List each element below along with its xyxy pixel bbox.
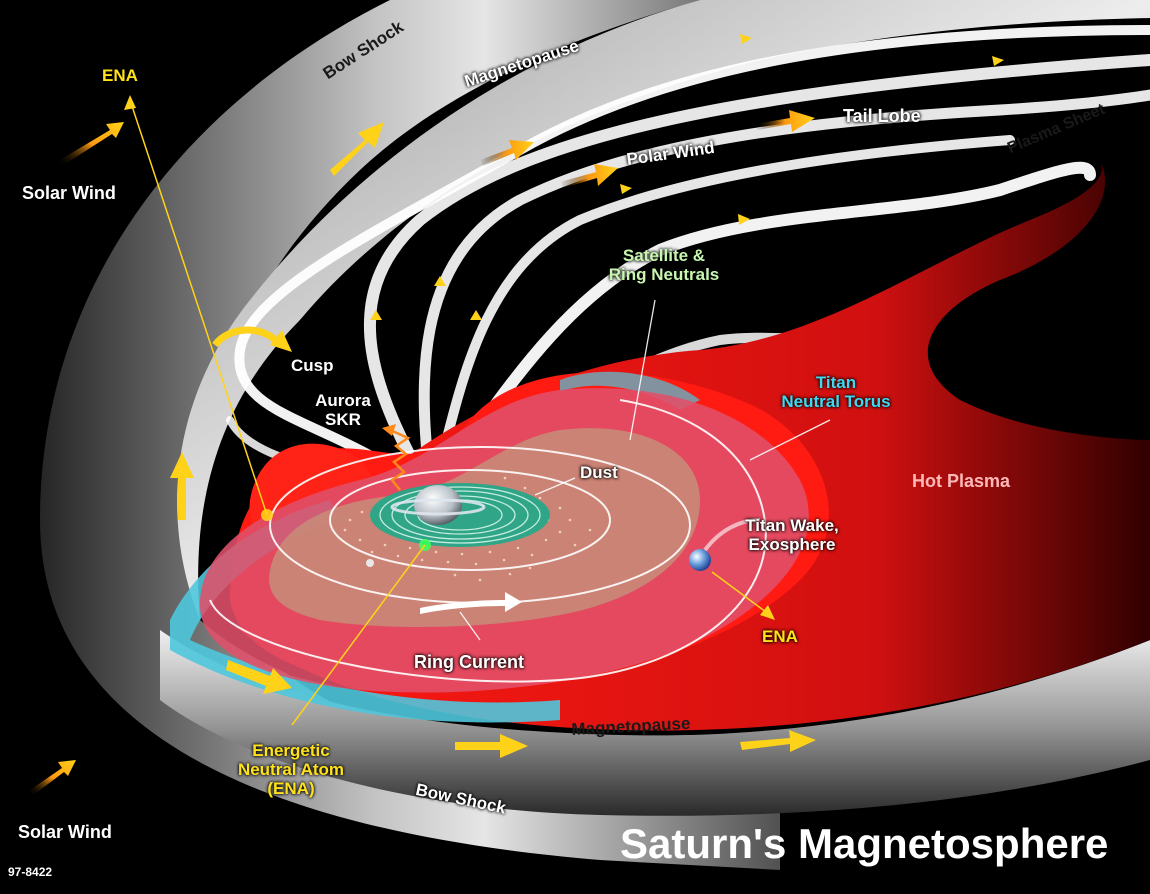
saturn-rings-outer <box>370 483 550 547</box>
field-flow-chevrons <box>370 34 1004 320</box>
saturn-ring-band <box>390 498 486 516</box>
ring-current-label: Ring Current <box>414 652 524 672</box>
magnetopause-surface <box>177 0 1150 640</box>
satellite-ring-neutrals-label: Satellite & Ring Neutrals <box>596 246 732 284</box>
skr-label: SKR <box>325 410 361 430</box>
energetic-line-3: (ENA) <box>267 779 315 799</box>
energetic-line-1: Energetic <box>252 741 330 760</box>
solar-wind-label-bottom: Solar Wind <box>18 822 112 842</box>
ena-label-right: ENA <box>762 627 798 646</box>
solar-wind-arrows <box>30 122 124 796</box>
pointer-lines <box>459 299 831 641</box>
ena-rays <box>129 99 771 726</box>
energetic-neutral-atom-label: Energetic Neutral Atom (ENA) <box>225 741 357 798</box>
titan-wake-line-2: Exosphere <box>748 535 836 555</box>
tail-lobe-label: Tail Lobe <box>843 106 921 126</box>
figure-id: 97-8422 <box>8 865 53 879</box>
titan-wake-label: Titan Wake, Exosphere <box>727 516 857 554</box>
sheath-flow-arrows <box>170 122 816 758</box>
titan-neutral-torus-label: Titan Neutral Torus <box>763 373 909 411</box>
aurora-skr-label: Aurora SKR <box>313 391 373 429</box>
energetic-line-2: Neutral Atom <box>237 760 345 780</box>
solar-wind-label-top: Solar Wind <box>22 183 116 203</box>
titan-wake <box>703 518 761 552</box>
ena-label-top: ENA <box>102 66 138 85</box>
ena-ray-head-right <box>760 605 775 620</box>
saturn-planet <box>414 485 462 525</box>
magnetopause-bottom-band <box>160 630 1150 816</box>
titan-moon <box>689 549 711 571</box>
titan-wake-line-1: Titan Wake, <box>745 516 839 535</box>
ena-ray-head-top <box>124 95 136 110</box>
hot-plasma-label: Hot Plasma <box>912 471 1011 491</box>
skr-emission <box>389 428 411 491</box>
bow-shock-surface <box>40 0 780 870</box>
satellite-ring-neutrals-line-1: Satellite & <box>622 246 706 265</box>
tail-flow-arrows <box>480 110 815 188</box>
satellite-ring-neutrals-line-2: Ring Neutrals <box>608 265 720 285</box>
titan-label-line-1: Titan <box>815 373 857 392</box>
dust-label: Dust <box>580 463 618 482</box>
diagram-title: Saturn's Magnetosphere <box>620 820 1109 867</box>
titan-label-line-2: Neutral Torus <box>781 392 891 412</box>
ring-current-arrow <box>420 592 522 614</box>
dust-particles <box>343 476 592 582</box>
aurora-label: Aurora <box>315 391 371 410</box>
cusp-label: Cusp <box>291 356 334 375</box>
small-moon <box>366 559 374 567</box>
